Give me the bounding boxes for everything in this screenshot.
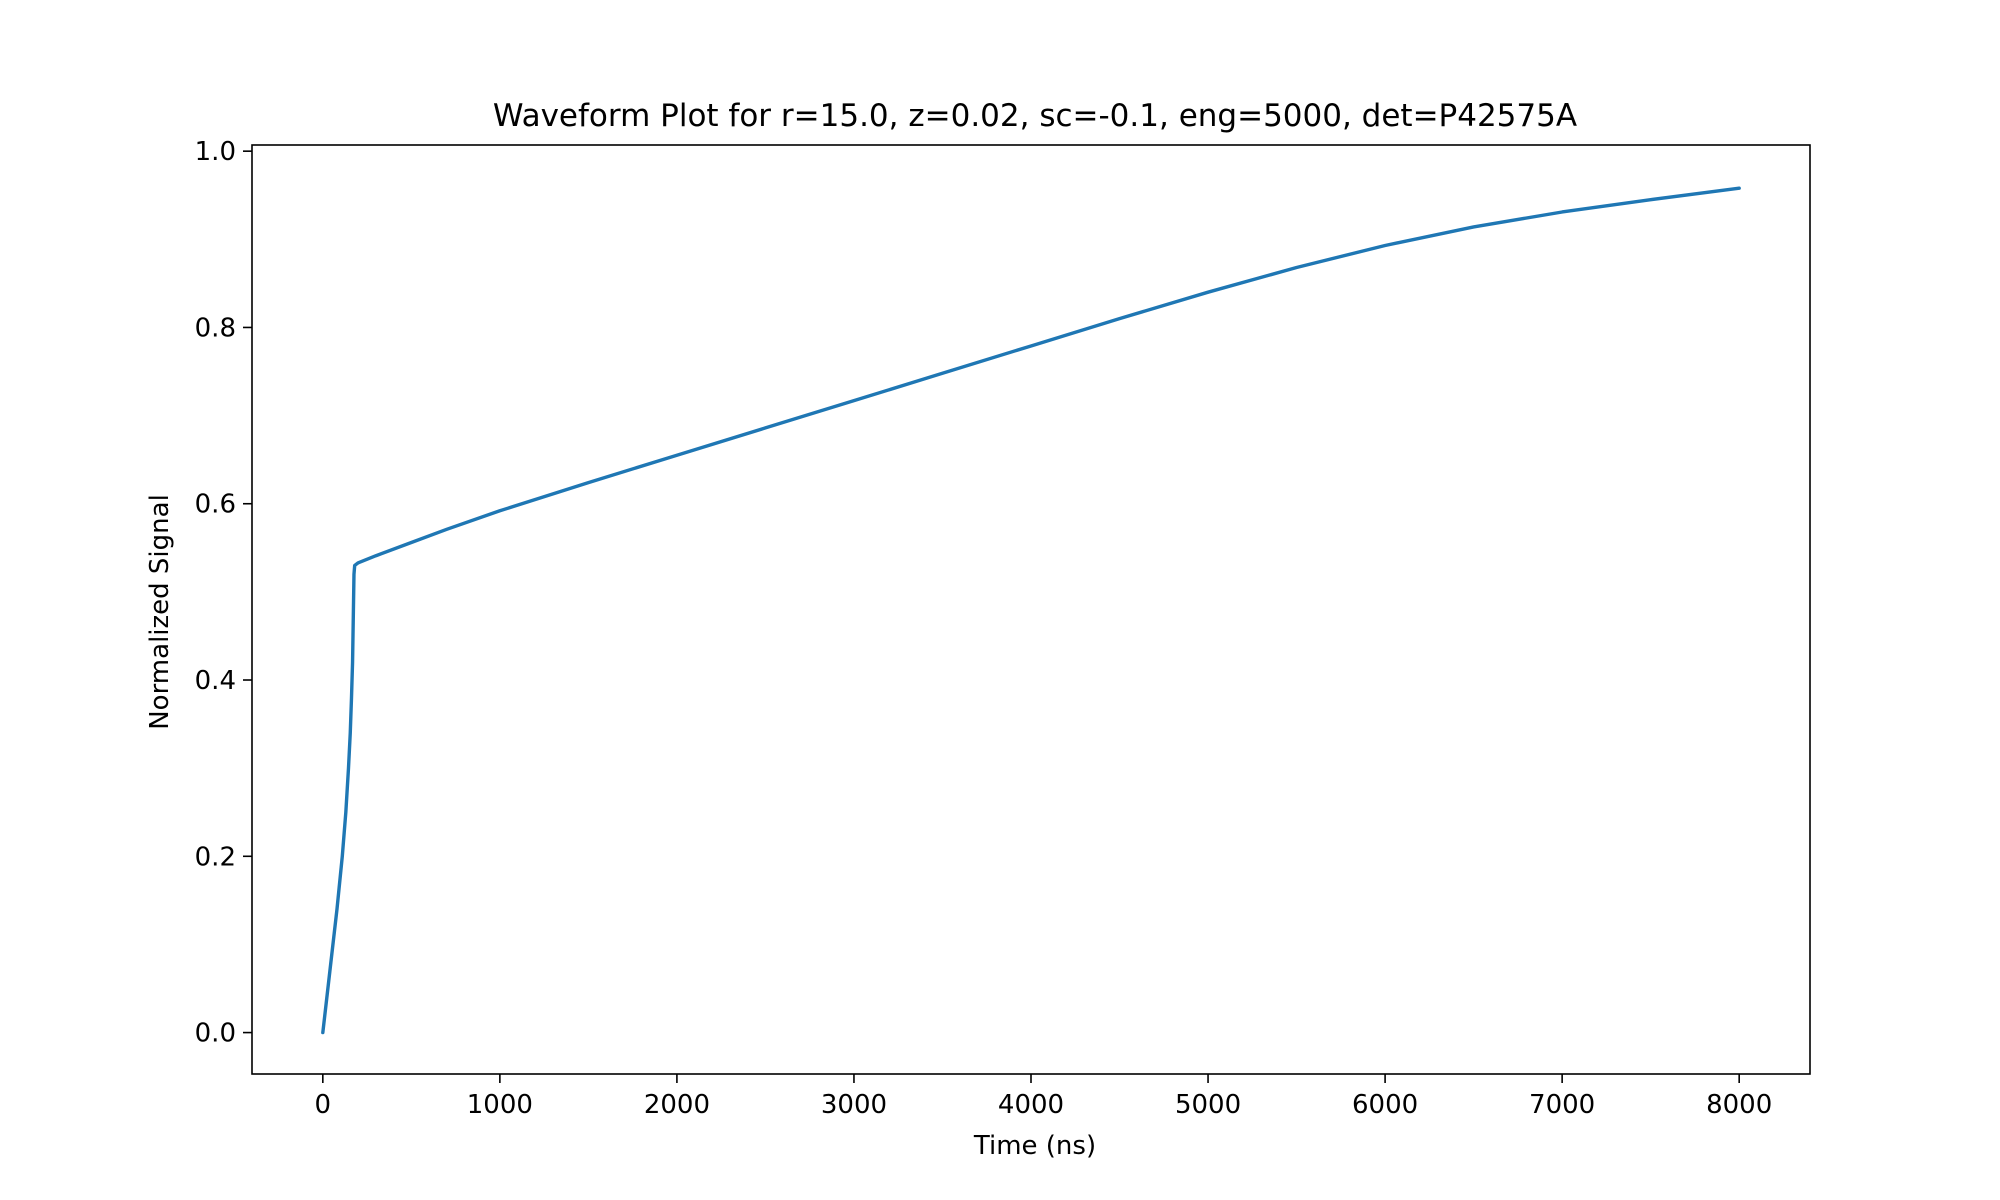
x-tick-label: 0 xyxy=(315,1090,332,1120)
x-tick-label: 6000 xyxy=(1352,1090,1418,1120)
y-tick-label: 0.0 xyxy=(195,1019,236,1049)
y-tick-label: 0.4 xyxy=(195,666,236,696)
x-tick-label: 2000 xyxy=(644,1090,710,1120)
x-tick-label: 8000 xyxy=(1706,1090,1772,1120)
plot-area xyxy=(251,144,1811,1075)
x-tick-label: 7000 xyxy=(1529,1090,1595,1120)
y-tick-label: 0.6 xyxy=(195,490,236,520)
y-tick-label: 1.0 xyxy=(195,137,236,167)
y-axis-label: Normalized Signal xyxy=(145,494,175,730)
x-tick-label: 3000 xyxy=(821,1090,887,1120)
x-tick-label: 4000 xyxy=(998,1090,1064,1120)
chart-title: Waveform Plot for r=15.0, z=0.02, sc=-0.… xyxy=(493,98,1577,134)
y-tick-label: 0.2 xyxy=(195,842,236,872)
x-tick-label: 5000 xyxy=(1175,1090,1241,1120)
x-tick-label: 1000 xyxy=(467,1090,533,1120)
waveform-line xyxy=(321,186,1741,1035)
plot-frame xyxy=(251,144,1811,1075)
y-axis-ticks: 0.0 0.2 0.4 0.6 0.8 1.0 xyxy=(195,137,252,1049)
x-axis-ticks: 0 1000 2000 3000 4000 5000 6000 7000 8000 xyxy=(315,1074,1772,1120)
x-axis-label: Time (ns) xyxy=(973,1131,1096,1161)
y-tick-label: 0.8 xyxy=(195,313,236,343)
